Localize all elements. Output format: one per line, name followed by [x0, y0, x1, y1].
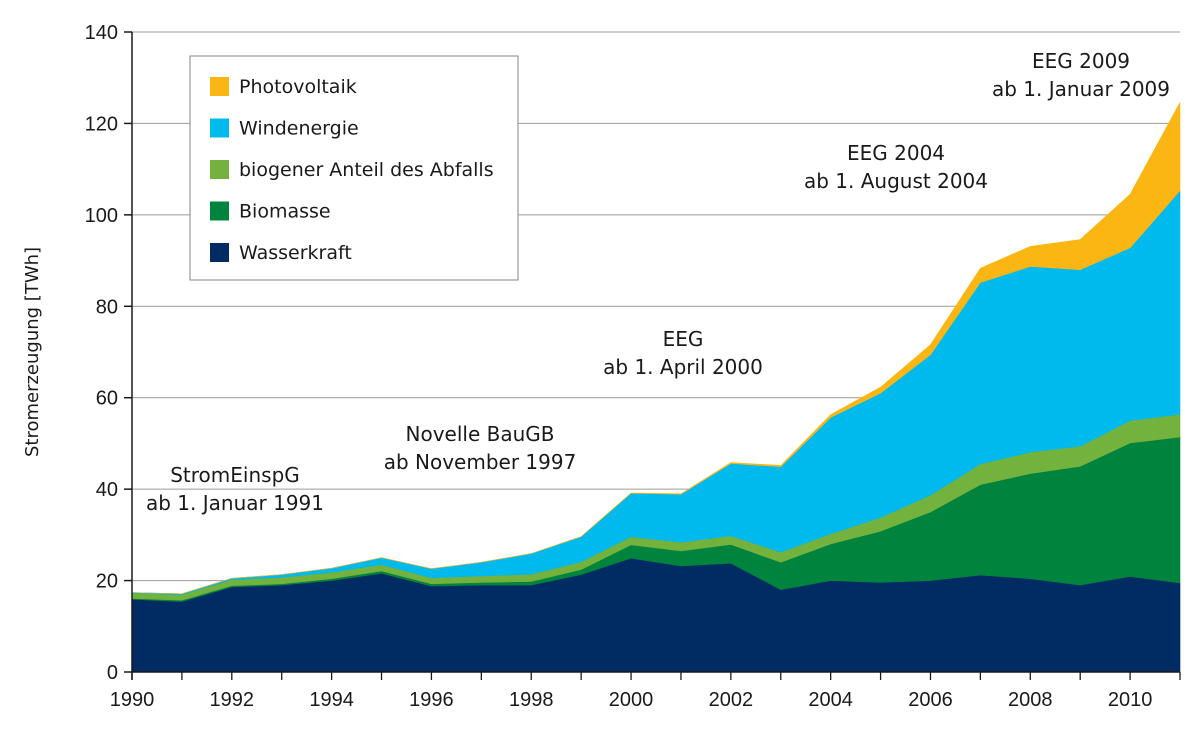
annotation-text: ab 1. April 2000 [603, 355, 763, 379]
y-tick-label: 80 [96, 296, 118, 318]
annotation-text: EEG 2009 [1032, 49, 1130, 73]
legend-label: Wasserkraft [239, 242, 352, 264]
legend-swatch [210, 243, 229, 262]
x-tick-label: 2002 [709, 689, 754, 711]
y-tick-label: 120 [85, 113, 118, 135]
y-axis-label: Stromerzeugung [TWh] [22, 247, 43, 457]
legend-label: biogener Anteil des Abfalls [239, 159, 494, 181]
annotation-text: ab 1. Januar 2009 [992, 77, 1170, 101]
x-tick-label: 1990 [110, 689, 155, 711]
x-tick-label: 2000 [609, 689, 654, 711]
x-tick-label: 1998 [509, 689, 554, 711]
annotation-text: EEG [663, 327, 704, 351]
x-tick-label: 2010 [1108, 689, 1153, 711]
legend: Photovoltaik Windenergie biogener Anteil d… [189, 55, 519, 281]
y-tick-label: 60 [96, 388, 118, 410]
x-tick-label: 1996 [409, 689, 454, 711]
x-tick-label: 2006 [908, 689, 953, 711]
annotation-text: EEG 2004 [847, 141, 945, 165]
stacked-areas [131, 102, 1181, 673]
y-tick-label: 140 [85, 22, 118, 44]
annotation-text: ab 1. August 2004 [804, 169, 988, 193]
area-photovoltaik [131, 102, 1181, 595]
legend-label: Photovoltaik [239, 76, 357, 98]
legend-label: Biomasse [239, 201, 331, 223]
legend-swatch [210, 201, 229, 221]
x-tick-label: 1992 [210, 689, 255, 711]
x-tick-label: 1994 [309, 689, 354, 711]
legend-swatch [210, 160, 229, 179]
annotation-text: ab 1. Januar 1991 [146, 491, 324, 515]
y-tick-label: 100 [85, 205, 118, 227]
legend-box [189, 55, 519, 281]
annotations: StromEinspG ab 1. Januar 1991 Novelle BauG… [146, 49, 1170, 515]
annotation-text: ab November 1997 [384, 450, 577, 474]
x-tick-label: 2004 [808, 689, 853, 711]
annotation-text: Novelle BauGB [406, 422, 555, 446]
annotation-text: StromEinspG [170, 463, 300, 487]
legend-swatch [210, 77, 229, 96]
x-tick-label: 2008 [1008, 689, 1053, 711]
y-tick-label: 40 [96, 479, 118, 501]
legend-label: Windenergie [239, 118, 359, 140]
axes: 0 20 40 60 80 100 120 140 1990 1992 1994 1996 1998 20… [85, 22, 1181, 711]
y-tick-label: 20 [96, 571, 118, 593]
legend-swatch [210, 118, 229, 138]
y-tick-label: 0 [107, 662, 118, 684]
